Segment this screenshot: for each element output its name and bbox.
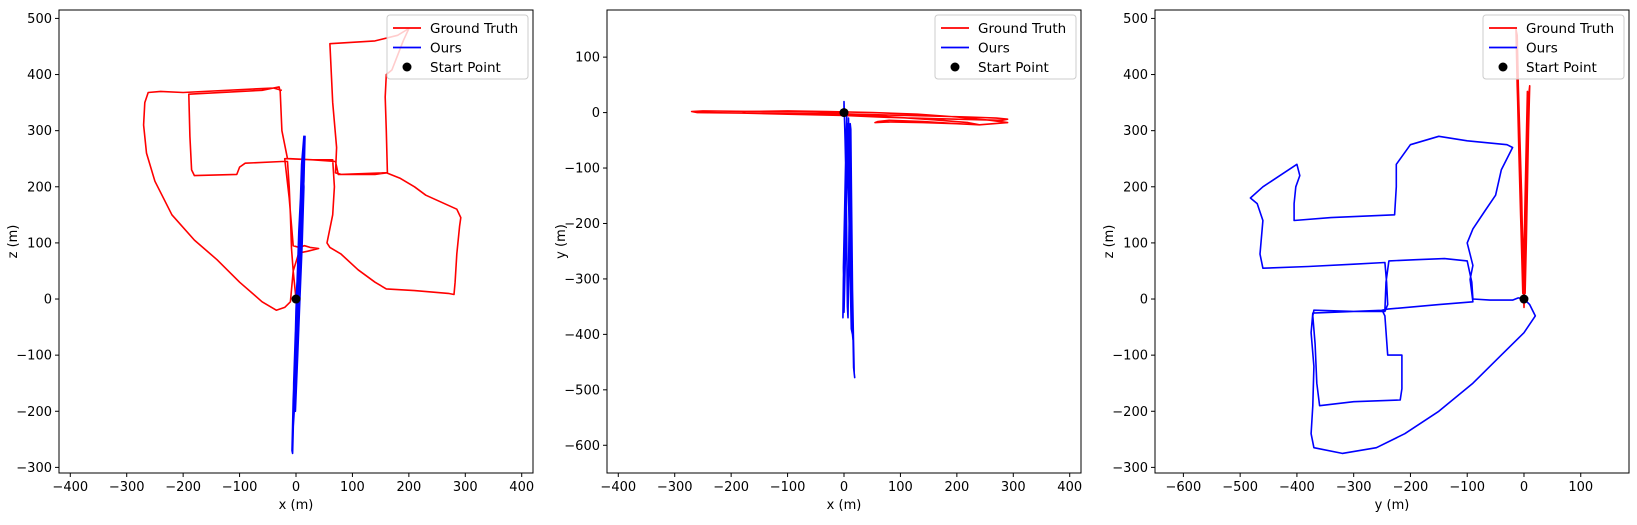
start-point-marker [291,294,301,304]
x-tick-label: 100 [340,480,365,495]
y-tick-label: −400 [564,328,600,343]
x-tick-label: −100 [770,480,806,495]
legend-box [386,14,529,80]
y-tick-label: −200 [16,405,52,420]
x-tick-label: 0 [1520,480,1528,495]
x-tick-label: −300 [657,480,693,495]
x-tick-label: 400 [1057,480,1082,495]
legend-marker [950,62,960,72]
x-tick-label: −300 [1336,480,1372,495]
y-tick-label: −500 [564,383,600,398]
legend-label: Ground Truth [978,21,1066,37]
x-tick-label: −500 [1222,480,1258,495]
x-tick-label: −400 [600,480,636,495]
x-tick-label: 200 [944,480,969,495]
axes-frame [1154,9,1630,474]
y-tick-label: −300 [564,272,600,287]
y-tick-label: 300 [1123,124,1148,139]
y-axis-label: z (m) [6,225,21,259]
y-tick-label: 0 [44,293,52,308]
y-tick-label: −300 [16,461,52,476]
x-tick-label: 100 [1568,480,1593,495]
series-line-ground-truth [1515,28,1531,309]
legend: Ground Truth Ours Start Point [934,14,1077,80]
legend-label: Start Point [430,60,501,76]
y-tick-label: −100 [1112,349,1148,364]
y-tick-label: −100 [16,349,52,364]
x-tick-label: 100 [888,480,913,495]
x-tick-label: −100 [1449,480,1485,495]
y-tick-label: −600 [564,439,600,454]
x-tick-label: 300 [1001,480,1026,495]
x-tick-label: −200 [1393,480,1429,495]
y-tick-label: 300 [27,124,52,139]
x-tick-label: −400 [1279,480,1315,495]
x-tick-label: 200 [396,480,421,495]
x-tick-label: −200 [165,480,201,495]
y-tick-label: −100 [564,162,600,177]
x-tick-label: −200 [713,480,749,495]
x-tick-label: 0 [292,480,300,495]
legend-label: Ours [1526,41,1558,57]
y-tick-label: 200 [27,180,52,195]
legend-label: Ours [978,41,1010,57]
legend-box [934,14,1077,80]
y-tick-label: 0 [592,106,600,121]
start-point-marker [839,108,849,118]
x-axis-label: y (m) [1375,498,1410,513]
legend-label: Start Point [978,60,1049,76]
y-tick-label: 400 [27,68,52,83]
x-tick-label: −100 [222,480,258,495]
panel-1: −400 −300 −200 −100 0 100 200 300 400−300−200−10… [6,9,534,513]
start-point-marker [1519,294,1529,304]
series-line-ours [842,100,856,379]
series-line-ours [291,135,306,455]
y-axis-label: y (m) [554,224,569,259]
legend-marker [402,62,412,72]
x-tick-label: 0 [840,480,848,495]
y-tick-label: −300 [1112,461,1148,476]
legend-box [1482,14,1625,80]
x-axis-label: x (m) [827,498,862,513]
y-tick-label: 100 [1123,236,1148,251]
series-line-ours [1249,135,1537,455]
x-tick-label: 400 [509,480,534,495]
x-tick-label: −400 [52,480,88,495]
y-tick-label: 500 [1123,12,1148,27]
y-axis-label: z (m) [1102,225,1117,259]
legend-label: Ours [430,41,462,57]
y-tick-label: 500 [27,12,52,27]
y-tick-label: −200 [1112,405,1148,420]
x-axis-label: x (m) [279,498,314,513]
legend-marker [1498,62,1508,72]
y-tick-label: 0 [1140,293,1148,308]
x-tick-label: −300 [109,480,145,495]
y-tick-label: 100 [27,236,52,251]
legend: Ground Truth Ours Start Point [386,14,529,80]
x-tick-label: −600 [1166,480,1202,495]
legend-label: Start Point [1526,60,1597,76]
legend-label: Ground Truth [1526,21,1614,37]
y-tick-label: 400 [1123,68,1148,83]
y-tick-label: −200 [564,217,600,232]
panel-2: −400 −300 −200 −100 0 100 200 300 400 −600 −500 −40… [554,9,1082,513]
series-line-ground-truth [690,110,1009,126]
y-tick-label: 200 [1123,180,1148,195]
y-tick-label: 100 [575,51,600,66]
series-line-ground-truth [142,27,462,311]
panel-3: −600 −500 −400 −300 −200 −100 0 100 −300 −200 −100… [1102,9,1630,513]
legend: Ground Truth Ours Start Point [1482,14,1625,80]
x-tick-label: 300 [453,480,478,495]
legend-label: Ground Truth [430,21,518,37]
